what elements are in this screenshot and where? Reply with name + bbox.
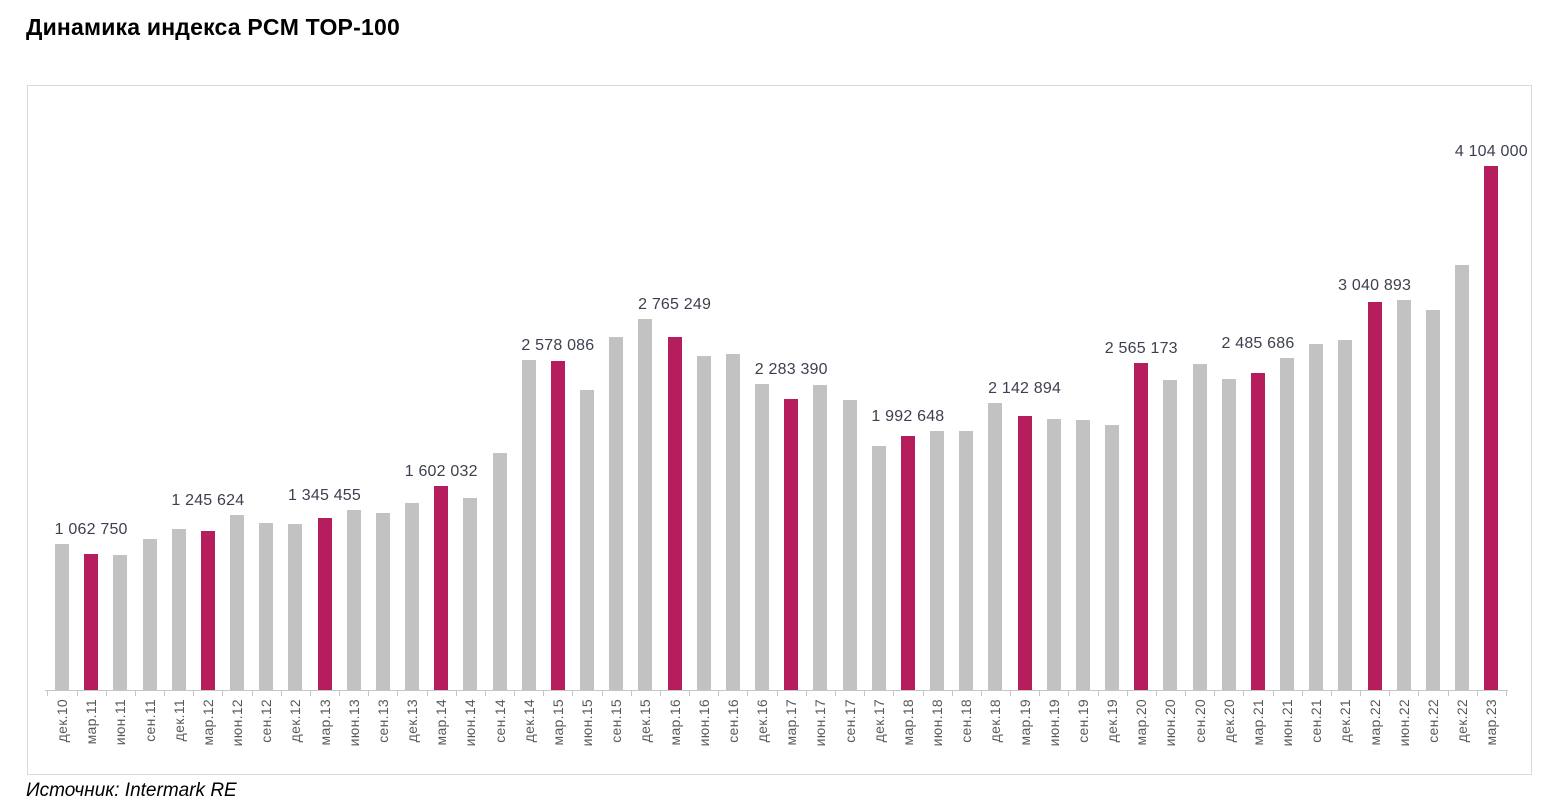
source-caption: Источник: Intermark RE bbox=[26, 780, 237, 801]
chart-frame bbox=[27, 85, 1532, 775]
chart-title: Динамика индекса PCM TOP-100 bbox=[26, 14, 400, 40]
